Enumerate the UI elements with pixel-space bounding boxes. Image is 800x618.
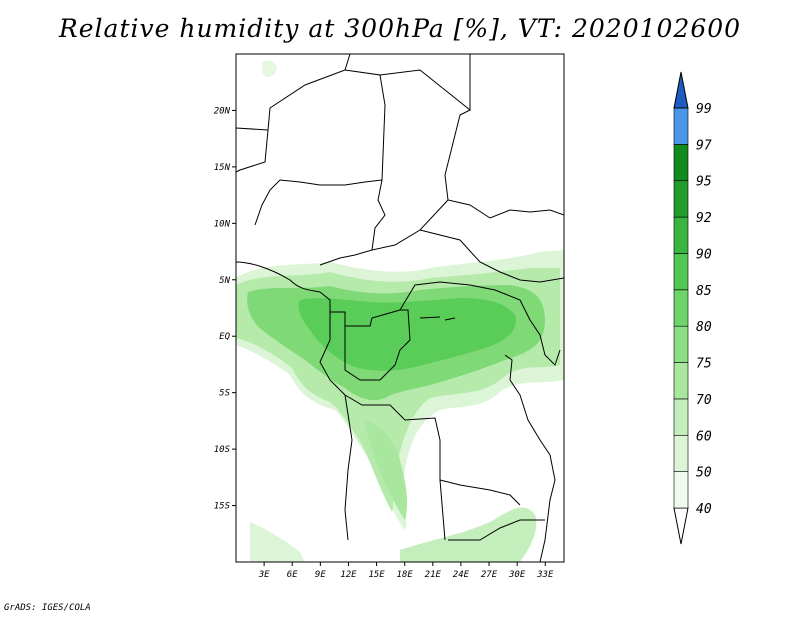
colorbar-segment xyxy=(673,471,689,509)
longitude-axis: 3E 6E 9E 12E 15E 18E 21E 24E 27E 30E 33E xyxy=(258,562,554,580)
humidity-region-core xyxy=(298,298,516,371)
colorbar-segment xyxy=(673,289,689,327)
humidity-patch-north xyxy=(262,60,277,78)
colorbar-segment xyxy=(673,434,689,472)
lon-tick-label: 12E xyxy=(340,570,357,580)
colorbar: 40 50 60 70 75 80 85 90 92 95 97 99 xyxy=(673,71,712,545)
colorbar-label: 70 xyxy=(696,393,712,408)
colorbar-segment xyxy=(673,107,689,145)
lat-tick-label: 5S xyxy=(219,389,230,399)
colorbar-label: 90 xyxy=(696,247,712,262)
lat-tick-label: 10N xyxy=(214,219,231,229)
lat-tick-label: 15S xyxy=(214,502,231,512)
country-borders xyxy=(236,54,564,562)
colorbar-segment xyxy=(673,180,689,218)
colorbar-label: 75 xyxy=(696,357,712,372)
lon-tick-label: 21E xyxy=(425,570,442,580)
lon-tick-label: 3E xyxy=(258,570,270,580)
humidity-region-south xyxy=(365,420,408,520)
lon-tick-label: 15E xyxy=(368,570,385,580)
credit-label: GrADS: IGES/COLA xyxy=(4,603,91,613)
colorbar-label: 60 xyxy=(696,429,712,444)
lon-tick-label: 30E xyxy=(508,570,526,580)
lat-tick-label: 20N xyxy=(214,106,231,116)
lat-tick-label: 10S xyxy=(214,445,231,455)
lat-tick-label: 5N xyxy=(219,276,230,286)
lon-tick-label: 27E xyxy=(481,570,498,580)
latitude-axis: 20N 15N 10N 5N EQ 5S 10S 15S xyxy=(214,106,236,512)
humidity-patch-southwest xyxy=(250,522,305,562)
colorbar-label: 85 xyxy=(696,284,712,299)
colorbar-label: 80 xyxy=(696,320,712,335)
lon-tick-label: 9E xyxy=(315,570,326,580)
lon-tick-label: 6E xyxy=(287,570,298,580)
colorbar-segment xyxy=(673,398,689,436)
colorbar-segment xyxy=(673,253,689,291)
chart-title: Relative humidity at 300hPa [%], VT: 202… xyxy=(58,14,742,43)
colorbar-segment xyxy=(673,216,689,254)
lon-tick-label: 33E xyxy=(536,570,554,580)
colorbar-label: 92 xyxy=(696,211,712,226)
colorbar-segment xyxy=(673,144,689,182)
colorbar-segment xyxy=(673,325,689,363)
colorbar-segment xyxy=(673,362,689,400)
colorbar-label: 50 xyxy=(696,466,712,481)
colorbar-label: 97 xyxy=(696,138,712,153)
colorbar-bottom-triangle xyxy=(673,507,689,545)
lat-tick-label: 15N xyxy=(214,163,231,173)
humidity-shading xyxy=(236,60,564,562)
colorbar-label: 99 xyxy=(696,102,712,117)
humidity-patch-southeast xyxy=(400,507,537,562)
lon-tick-label: 24E xyxy=(453,570,470,580)
lon-tick-label: 18E xyxy=(397,570,414,580)
colorbar-label: 95 xyxy=(696,175,712,190)
colorbar-label: 40 xyxy=(696,502,712,517)
colorbar-top-triangle xyxy=(673,71,689,109)
lat-tick-label: EQ xyxy=(219,332,230,342)
map-frame xyxy=(235,53,565,563)
